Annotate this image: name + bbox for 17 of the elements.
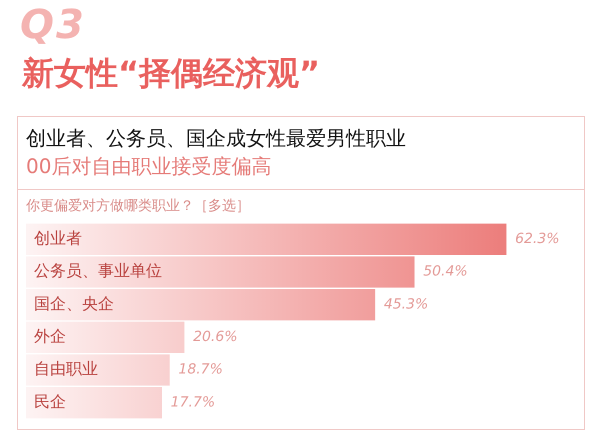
y-tick-label: 自由职业 (34, 359, 98, 378)
data-label: 17.7% (170, 394, 216, 410)
y-tick-label: 创业者 (34, 228, 82, 248)
data-label: 18.7% (178, 362, 223, 378)
chart-subtitle: 创业者、公务员、国企成女性最爱男性职业 (26, 125, 406, 152)
text: 00后对自由职业接受度偏高 (26, 153, 272, 180)
y-tick-label: 民企 (34, 392, 66, 411)
y-tick-label: 国企、央企 (34, 294, 114, 313)
data-label: 45.3% (384, 296, 428, 312)
chart-title: 新女性“择偶经济观” (22, 53, 320, 94)
y-tick-label: 外企 (34, 326, 66, 346)
text: 你更偏爱对方做哪类职业？［多选］ (26, 197, 250, 215)
data-label: 20.6% (193, 328, 238, 345)
text: Q3 (20, 2, 86, 48)
data-label: 62.3% (515, 230, 560, 247)
data-label: 50.4% (423, 264, 468, 280)
y-tick-label: 公务员、事业单位 (34, 261, 162, 280)
